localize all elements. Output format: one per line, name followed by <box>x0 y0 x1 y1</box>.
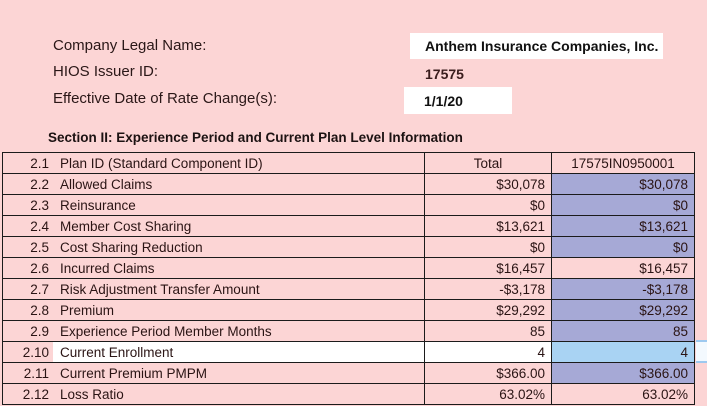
table-row: 2.3 Reinsurance $0 $0 <box>2 194 695 216</box>
row-number-cell[interactable]: 2.12 <box>2 383 53 405</box>
total-value-cell[interactable]: -$3,178 <box>424 278 552 300</box>
total-value-cell[interactable]: $29,292 <box>424 299 552 321</box>
row-number-cell[interactable]: 2.8 <box>2 299 53 321</box>
plan-value-cell[interactable]: $29,292 <box>551 299 695 321</box>
table-row: 2.8 Premium $29,292 $29,292 <box>2 299 695 321</box>
row-number-cell[interactable]: 2.7 <box>2 278 53 300</box>
table-row: 2.7 Risk Adjustment Transfer Amount -$3,17… <box>2 278 695 300</box>
plan-value-cell[interactable]: $13,621 <box>551 215 695 237</box>
row-label-cell[interactable]: Reinsurance <box>53 194 425 216</box>
row-number-cell[interactable]: 2.6 <box>2 257 53 279</box>
plan-value-cell[interactable]: 63.02% <box>551 383 695 405</box>
plan-value-cell[interactable]: 85 <box>551 320 695 342</box>
plan-value-cell[interactable]: 4 <box>551 341 695 363</box>
row-label-cell[interactable]: Allowed Claims <box>53 173 425 195</box>
table-row: 2.6 Incurred Claims $16,457 $16,457 <box>2 257 695 279</box>
total-value-cell[interactable]: $30,078 <box>424 173 552 195</box>
plan-value-cell[interactable]: $0 <box>551 194 695 216</box>
table-row: 2.10 Current Enrollment 4 4 <box>2 341 695 363</box>
plan-value-cell[interactable]: 17575IN0950001 <box>551 152 695 174</box>
plan-value-cell[interactable]: $366.00 <box>551 362 695 384</box>
table-row: 2.1 Plan ID (Standard Component ID) Total 1… <box>2 152 695 174</box>
row-number-cell[interactable]: 2.1 <box>2 152 53 174</box>
row-label-cell[interactable]: Risk Adjustment Transfer Amount <box>53 278 425 300</box>
row-number-cell[interactable]: 2.5 <box>2 236 53 258</box>
total-value-cell[interactable]: 63.02% <box>424 383 552 405</box>
effective-date-label: Effective Date of Rate Change(s): <box>53 90 278 107</box>
row-label-cell[interactable]: Current Premium PMPM <box>53 362 425 384</box>
total-value-cell[interactable]: $16,457 <box>424 257 552 279</box>
row-label-cell[interactable]: Cost Sharing Reduction <box>53 236 425 258</box>
row-number-cell[interactable]: 2.4 <box>2 215 53 237</box>
plan-value-cell[interactable]: $16,457 <box>551 257 695 279</box>
total-value-cell[interactable]: $366.00 <box>424 362 552 384</box>
row-label-cell[interactable]: Loss Ratio <box>53 383 425 405</box>
hios-issuer-id-label: HIOS Issuer ID: <box>53 63 159 80</box>
section-ii-title: Section II: Experience Period and Curren… <box>48 130 463 145</box>
hios-issuer-id-cell[interactable]: 17575 <box>425 66 464 82</box>
row-label-cell[interactable]: Current Enrollment <box>53 341 425 363</box>
table-row: 2.2 Allowed Claims $30,078 $30,078 <box>2 173 695 195</box>
selection-extension <box>696 340 707 363</box>
experience-period-table: 2.1 Plan ID (Standard Component ID) Total 1… <box>2 152 695 405</box>
row-number-cell[interactable]: 2.3 <box>2 194 53 216</box>
row-number-cell[interactable]: 2.9 <box>2 320 53 342</box>
company-legal-name-label: Company Legal Name: <box>53 37 207 54</box>
total-value-cell[interactable]: Total <box>424 152 552 174</box>
total-value-cell[interactable]: 85 <box>424 320 552 342</box>
row-number-cell[interactable]: 2.10 <box>2 341 53 363</box>
plan-value-cell[interactable]: $0 <box>551 236 695 258</box>
table-row: 2.12 Loss Ratio 63.02% 63.02% <box>2 383 695 405</box>
plan-value-cell[interactable]: $30,078 <box>551 173 695 195</box>
total-value-cell[interactable]: $13,621 <box>424 215 552 237</box>
total-value-cell[interactable]: $0 <box>424 236 552 258</box>
row-label-cell[interactable]: Premium <box>53 299 425 321</box>
table-row: 2.11 Current Premium PMPM $366.00 $366.00 <box>2 362 695 384</box>
table-row: 2.5 Cost Sharing Reduction $0 $0 <box>2 236 695 258</box>
row-label-cell[interactable]: Incurred Claims <box>53 257 425 279</box>
total-value-cell[interactable]: 4 <box>424 341 552 363</box>
effective-date-cell[interactable]: 1/1/20 <box>404 87 512 114</box>
row-label-cell[interactable]: Member Cost Sharing <box>53 215 425 237</box>
table-row: 2.4 Member Cost Sharing $13,621 $13,621 <box>2 215 695 237</box>
total-value-cell[interactable]: $0 <box>424 194 552 216</box>
row-label-cell[interactable]: Experience Period Member Months <box>53 320 425 342</box>
company-legal-name-cell[interactable]: Anthem Insurance Companies, Inc. <box>410 33 663 59</box>
row-number-cell[interactable]: 2.2 <box>2 173 53 195</box>
table-row: 2.9 Experience Period Member Months 85 85 <box>2 320 695 342</box>
row-number-cell[interactable]: 2.11 <box>2 362 53 384</box>
plan-value-cell[interactable]: -$3,178 <box>551 278 695 300</box>
row-label-cell[interactable]: Plan ID (Standard Component ID) <box>53 152 425 174</box>
